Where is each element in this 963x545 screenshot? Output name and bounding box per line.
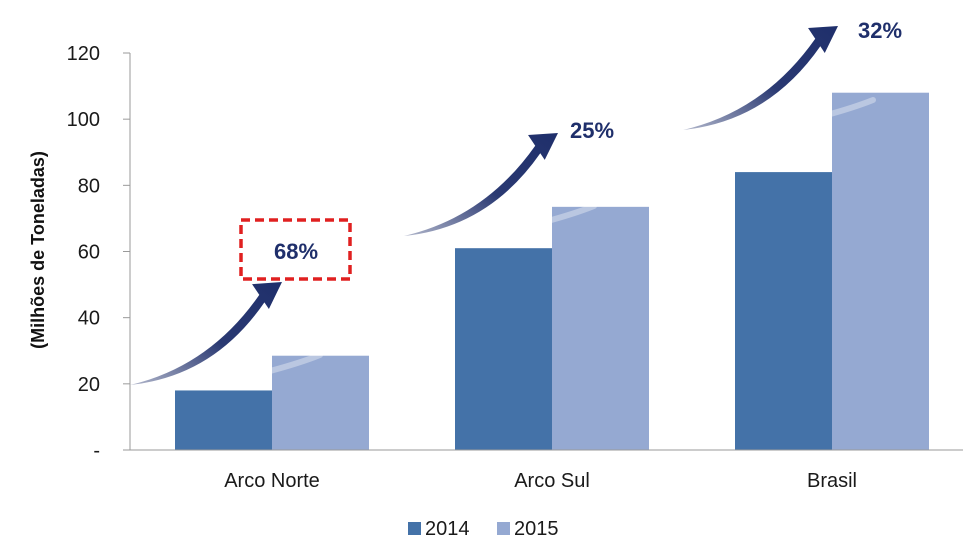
growth-arrow-1 [130, 282, 282, 385]
arrow-shadow [541, 203, 597, 225]
legend-label: 2014 [425, 518, 470, 540]
legend: 2014 2015 [408, 518, 559, 540]
y-tick-label: 20 [78, 374, 100, 396]
growth-arrow-3 [683, 26, 838, 130]
growth-arrow-2 [404, 133, 558, 236]
x-axis-categories: Arco Norte Arco Sul Brasil [224, 470, 857, 492]
bar-2015-brasil [832, 92, 929, 450]
bars [175, 92, 929, 450]
legend-swatch-2015 [497, 522, 510, 535]
bar-2014-arco-norte [175, 390, 272, 450]
bar-2015-arco-norte [272, 355, 369, 450]
y-tick-label: 60 [78, 242, 100, 264]
legend-swatch-2014 [408, 522, 421, 535]
y-axis-ticks: - 20 40 60 80 100 120 [67, 43, 130, 462]
growth-label: 25% [570, 118, 614, 143]
bar-2014-brasil [735, 172, 832, 450]
y-tick-label: 40 [78, 308, 100, 330]
bar-2015-arco-sul [552, 206, 649, 450]
arrow-shadow [267, 352, 323, 374]
y-tick-label: 80 [78, 175, 100, 197]
growth-label: 32% [858, 18, 902, 43]
growth-arrows: 68% 25% 32% [130, 18, 902, 385]
legend-label: 2015 [514, 518, 559, 540]
y-axis-label: (Milhões de Toneladas) [28, 151, 48, 349]
bar-2014-arco-sul [455, 248, 552, 450]
growth-label: 68% [274, 239, 318, 264]
x-category-label: Arco Sul [514, 470, 590, 492]
y-tick-label: 120 [67, 43, 100, 65]
x-category-label: Brasil [807, 470, 857, 492]
y-tick-label: - [93, 440, 100, 462]
y-tick-label: 100 [67, 109, 100, 131]
x-category-label: Arco Norte [224, 470, 320, 492]
arrow-shadow [820, 97, 876, 119]
